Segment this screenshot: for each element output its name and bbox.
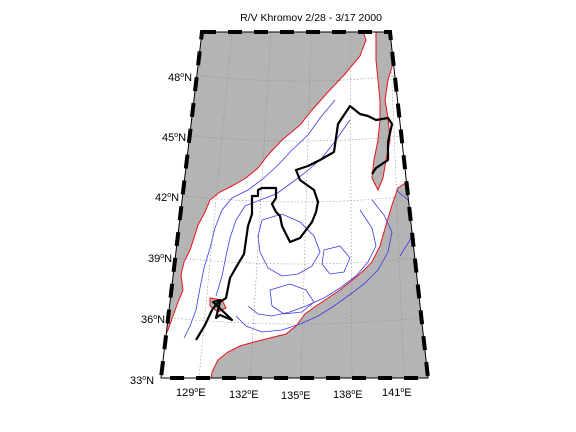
- lon-label-135: 135oE: [281, 390, 311, 402]
- map-frame-dashes: [158, 30, 431, 380]
- lon-label-132: 132oE: [229, 389, 259, 401]
- lat-label-33: 33oN: [130, 375, 154, 387]
- graticule: [161, 32, 428, 378]
- lat-label-36: 36oN: [141, 314, 165, 326]
- lat-label-42: 42oN: [155, 192, 179, 204]
- lon-label-141: 141oE: [382, 387, 412, 399]
- map-body: [161, 32, 428, 378]
- lat-label-48: 48oN: [168, 72, 192, 84]
- land-mainland: [161, 32, 367, 345]
- lon-label-138: 138oE: [333, 389, 363, 401]
- map-title: R/V Khromov 2/28 - 3/17 2000: [240, 12, 382, 24]
- latitude-labels: 33oN 36oN 39oN 42oN 45oN 48oN: [130, 72, 192, 387]
- lon-label-129: 129oE: [176, 387, 206, 399]
- lat-label-39: 39oN: [148, 253, 172, 265]
- longitude-labels: 129oE 132oE 135oE 138oE 141oE: [176, 387, 412, 402]
- lat-label-45: 45oN: [162, 132, 186, 144]
- cruise-track: [195, 104, 394, 341]
